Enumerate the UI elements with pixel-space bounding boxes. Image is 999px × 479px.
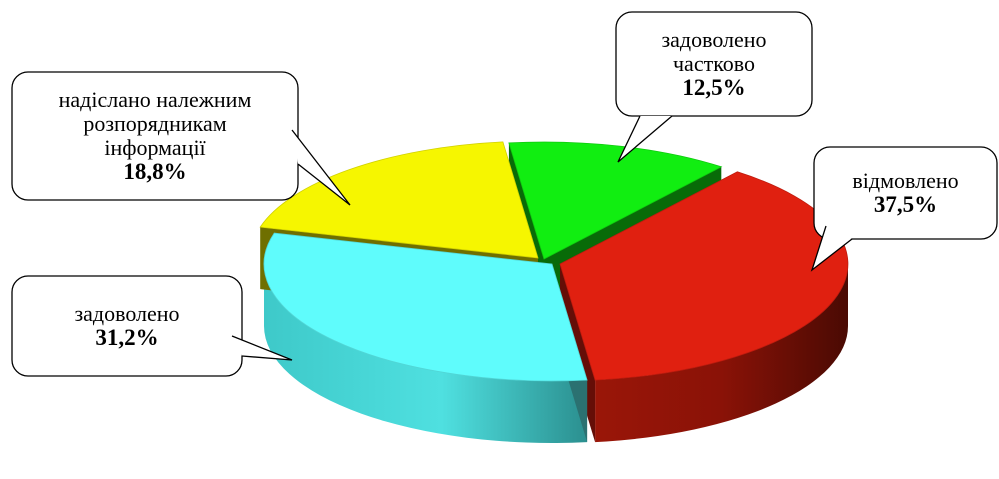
slice-top-yellow: [259, 141, 539, 259]
slice-top-cyan: [263, 232, 588, 382]
callout-forwarded-label-line: інформації: [104, 135, 206, 160]
callout-forwarded-box: [11, 71, 299, 201]
callout-partial-label-line: частково: [673, 51, 755, 76]
callout-refused-pointer: [810, 225, 853, 272]
callout-partial-box: [615, 11, 813, 117]
slice-top-red: [559, 171, 849, 381]
callout-forwarded: надіслано належнимрозпорядникамінформаці…: [11, 71, 351, 206]
callout-forwarded-label-line: надіслано належним: [59, 87, 252, 112]
callout-partial-label-line: задоволено: [661, 27, 766, 52]
callout-partial-pointer: [617, 115, 673, 163]
callout-satisfied-value: 31,2%: [95, 325, 158, 350]
callout-refused-label-line: відмовлено: [852, 168, 958, 193]
callout-refused-pointer-fill: [812, 226, 852, 270]
callout-forwarded-value: 18,8%: [123, 159, 186, 184]
slice-top-green: [508, 141, 723, 260]
callout-satisfied-label-line: задоволено: [74, 301, 179, 326]
callout-partial-value: 12,5%: [682, 75, 745, 100]
callout-satisfied-box: [11, 275, 243, 377]
callout-refused-value: 37,5%: [874, 192, 937, 217]
callout-forwarded-label-line: розпорядникам: [83, 111, 226, 136]
callout-forwarded-pointer: [291, 129, 351, 206]
callout-satisfied-pointer: [231, 335, 293, 361]
slice-side-red: [595, 264, 848, 443]
slice-side-cyan: [264, 264, 588, 443]
callout-refused-box: [813, 146, 998, 240]
